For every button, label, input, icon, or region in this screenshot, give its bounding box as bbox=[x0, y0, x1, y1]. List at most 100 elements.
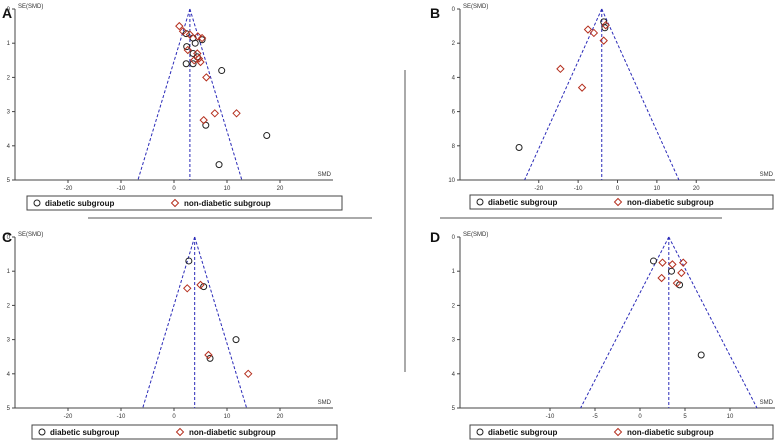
non-diabetic-point bbox=[672, 278, 682, 288]
y-tick-label: 2 bbox=[452, 303, 456, 309]
diabetic-point bbox=[189, 49, 197, 57]
legend-diabetic-label: diabetic subgroup bbox=[50, 428, 119, 437]
x-tick-label: -10 bbox=[574, 186, 583, 192]
legend-b: diabetic subgroup non-diabetic subgroup bbox=[469, 194, 774, 210]
y-tick-label: 2 bbox=[7, 75, 11, 81]
x-tick-label: 0 bbox=[172, 186, 176, 192]
diabetic-point bbox=[198, 36, 206, 44]
y-tick-label: 5 bbox=[7, 406, 11, 412]
panel-label-a: A bbox=[2, 5, 12, 21]
diabetic-point bbox=[191, 39, 199, 47]
legend-d: diabetic subgroup non-diabetic subgroup bbox=[469, 424, 774, 440]
x-tick-label: -10 bbox=[117, 414, 126, 420]
legend-diabetic-label: diabetic subgroup bbox=[488, 428, 557, 437]
legend-non-diabetic-marker bbox=[175, 427, 185, 437]
y-tick-label: 0 bbox=[452, 7, 456, 13]
x-tick-label: 5 bbox=[683, 414, 687, 420]
x-tick-label: 10 bbox=[224, 414, 231, 420]
non-diabetic-point bbox=[678, 258, 688, 267]
y-tick-label: 4 bbox=[452, 75, 456, 81]
non-diabetic-point bbox=[196, 57, 205, 67]
legend-a: diabetic subgroup non-diabetic subgroup bbox=[26, 195, 343, 211]
non-diabetic-point bbox=[657, 273, 666, 283]
y-tick-label: 1 bbox=[452, 269, 456, 275]
non-diabetic-point bbox=[189, 56, 199, 65]
non-diabetic-point bbox=[199, 115, 208, 125]
non-diabetic-point bbox=[178, 27, 188, 36]
non-diabetic-point bbox=[589, 28, 599, 38]
y-tick-label: 6 bbox=[452, 110, 456, 116]
funnel-right-limit-c bbox=[194, 236, 248, 409]
x-tick-label: -5 bbox=[592, 414, 598, 420]
diabetic-point bbox=[189, 60, 197, 68]
non-diabetic-point bbox=[232, 109, 241, 118]
legend-diabetic-marker bbox=[476, 428, 484, 436]
x-tick-label: 20 bbox=[277, 186, 284, 192]
diabetic-point bbox=[215, 161, 223, 169]
diabetic-point bbox=[263, 132, 271, 140]
non-diabetic-point bbox=[183, 284, 192, 293]
non-diabetic-point bbox=[677, 268, 686, 278]
x-tick-label: 0 bbox=[172, 414, 176, 420]
diabetic-point bbox=[650, 257, 657, 265]
diabetic-point bbox=[232, 336, 240, 344]
diabetic-point bbox=[218, 67, 226, 75]
legend-diabetic-label: diabetic subgroup bbox=[45, 199, 114, 208]
legend-non-diabetic-label: non-diabetic subgroup bbox=[627, 198, 714, 207]
y-tick-label: 0 bbox=[7, 7, 11, 13]
y-axis-title-c: SE(SMD) bbox=[18, 232, 43, 238]
y-tick-label: 4 bbox=[452, 372, 456, 378]
non-diabetic-point bbox=[577, 83, 587, 92]
legend-c: diabetic subgroup non-diabetic subgroup bbox=[31, 424, 338, 440]
diabetic-point bbox=[206, 354, 214, 362]
x-tick-label: 0 bbox=[616, 186, 620, 192]
non-diabetic-point bbox=[668, 260, 677, 269]
legend-non-diabetic-label: non-diabetic subgroup bbox=[184, 199, 271, 208]
funnel-left-limit-d bbox=[580, 236, 670, 409]
panel-label-b: B bbox=[430, 5, 440, 21]
x-tick-label: -10 bbox=[117, 186, 126, 192]
x-axis-title-a: SMD bbox=[318, 172, 332, 178]
non-diabetic-point bbox=[183, 45, 192, 55]
non-diabetic-point bbox=[194, 54, 204, 63]
non-diabetic-point bbox=[556, 64, 565, 74]
y-axis-title-a: SE(SMD) bbox=[18, 4, 43, 10]
x-axis-title-d: SMD bbox=[760, 400, 774, 406]
y-tick-label: 1 bbox=[7, 269, 11, 275]
non-diabetic-point bbox=[193, 32, 203, 41]
legend-non-diabetic-marker bbox=[170, 198, 180, 208]
panel-label-c: C bbox=[2, 229, 12, 245]
non-diabetic-point bbox=[243, 369, 253, 379]
non-diabetic-point bbox=[202, 73, 211, 82]
panel-label-d: D bbox=[430, 229, 440, 245]
non-diabetic-point bbox=[210, 109, 220, 118]
y-tick-label: 3 bbox=[452, 338, 456, 344]
y-tick-label: 4 bbox=[7, 372, 11, 378]
funnel-right-limit-a bbox=[189, 8, 243, 181]
non-diabetic-point bbox=[204, 350, 213, 360]
diabetic-point bbox=[185, 257, 193, 265]
legend-box bbox=[31, 424, 338, 440]
panel-d: D 0 1 2 3 4 5 -10 -5 0 5 10 SE(SMD) SMD diabetic subgr… bbox=[430, 229, 775, 440]
y-axis-title-b: SE(SMD) bbox=[463, 4, 488, 10]
x-tick-label: 10 bbox=[654, 186, 661, 192]
funnel-left-limit-b bbox=[524, 8, 603, 181]
x-tick-label: -20 bbox=[534, 186, 543, 192]
y-tick-label: 1 bbox=[7, 41, 11, 47]
panel-b: B 0 2 4 6 8 10 -20 -10 0 10 20 SE(SMD) SMD diabetic su… bbox=[430, 4, 775, 210]
funnel-right-limit-d bbox=[668, 236, 758, 409]
diabetic-point bbox=[182, 60, 190, 68]
y-tick-label: 8 bbox=[452, 144, 456, 150]
non-diabetic-point bbox=[196, 280, 205, 290]
x-tick-label: 10 bbox=[224, 186, 231, 192]
legend-non-diabetic-marker bbox=[613, 197, 623, 207]
y-tick-label: 2 bbox=[7, 303, 11, 309]
y-axis-title-d: SE(SMD) bbox=[463, 232, 488, 238]
funnel-left-limit-a bbox=[137, 8, 191, 181]
legend-diabetic-marker bbox=[476, 198, 484, 206]
y-tick-label: 10 bbox=[448, 178, 455, 184]
y-tick-label: 3 bbox=[7, 338, 11, 344]
